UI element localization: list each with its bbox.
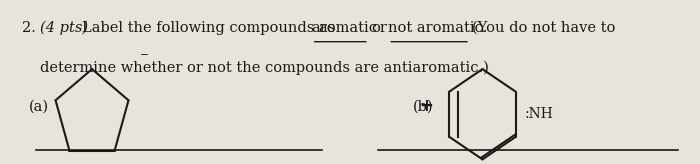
Text: not aromatic.: not aromatic. [389, 21, 488, 35]
Text: $^-$: $^-$ [137, 51, 149, 66]
Text: (4 pts): (4 pts) [40, 21, 88, 35]
Text: (You do not have to: (You do not have to [472, 21, 615, 35]
Text: or: or [372, 21, 388, 35]
Text: Label the following compounds as: Label the following compounds as [82, 21, 335, 35]
Text: determine whether or not the compounds are antiaromatic.): determine whether or not the compounds a… [40, 61, 489, 75]
Text: (a): (a) [29, 99, 50, 113]
Text: 2.: 2. [22, 21, 36, 35]
Text: +: + [420, 97, 433, 115]
Text: (b): (b) [413, 99, 433, 113]
Text: aromatic: aromatic [312, 21, 378, 35]
Text: :NH: :NH [524, 107, 553, 121]
